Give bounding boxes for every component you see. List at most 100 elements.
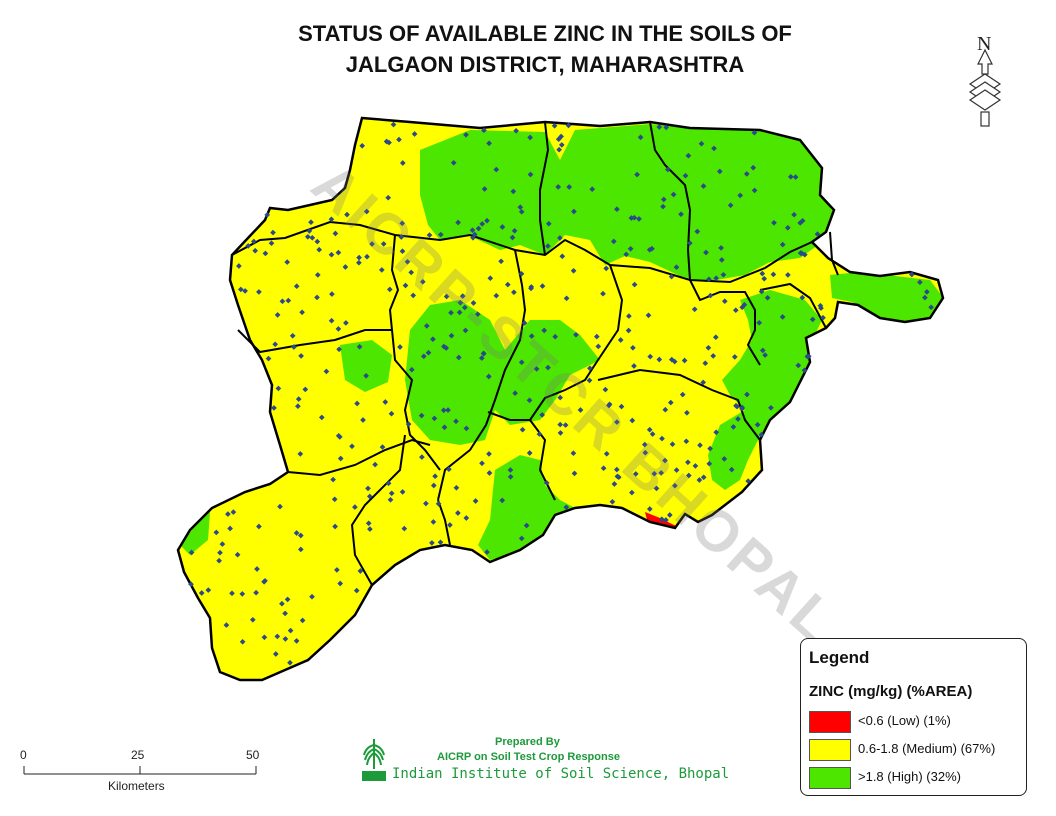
sample-point xyxy=(342,264,349,270)
sample-point xyxy=(299,309,305,316)
sample-point xyxy=(399,489,406,495)
sample-point xyxy=(691,306,698,313)
sample-point xyxy=(455,219,461,226)
sample-point xyxy=(737,192,744,199)
sample-point xyxy=(356,254,362,261)
sample-point xyxy=(512,390,518,397)
sample-point xyxy=(669,441,676,448)
sample-point xyxy=(557,421,564,428)
sample-point xyxy=(750,164,757,171)
legend-subtitle: ZINC (mg/kg) (%AREA) xyxy=(809,683,973,700)
sample-point xyxy=(304,233,311,240)
sample-point xyxy=(480,350,487,357)
sample-point xyxy=(265,355,272,362)
sample-point xyxy=(356,343,363,350)
sample-point xyxy=(336,346,342,353)
scale-tick-0: 0 xyxy=(20,748,27,762)
sample-point xyxy=(758,288,765,295)
sample-point xyxy=(410,292,417,299)
sample-point xyxy=(299,617,306,624)
sample-point xyxy=(761,275,768,282)
sample-point xyxy=(408,366,415,373)
sample-point xyxy=(557,235,563,241)
sample-point xyxy=(249,616,256,623)
sample-point xyxy=(629,417,636,424)
sample-point xyxy=(487,275,494,282)
legend-label-high: >1.8 (High) (32%) xyxy=(858,769,961,784)
sample-point xyxy=(600,465,607,472)
sample-point xyxy=(457,299,464,306)
sample-point xyxy=(666,512,673,518)
sample-point xyxy=(713,275,720,282)
sample-point xyxy=(634,171,640,178)
sample-point xyxy=(519,426,526,433)
sample-point xyxy=(521,320,528,326)
sample-point xyxy=(513,127,519,134)
sample-point xyxy=(551,122,558,129)
sample-point xyxy=(432,473,438,480)
sample-point xyxy=(271,405,277,411)
sample-point xyxy=(335,249,342,256)
sample-point xyxy=(337,580,344,587)
sample-point xyxy=(705,344,712,351)
sample-point xyxy=(367,526,373,532)
sample-point xyxy=(282,636,289,642)
sample-point xyxy=(309,593,315,600)
sample-point xyxy=(511,289,517,296)
sample-point xyxy=(658,516,665,523)
sample-point xyxy=(378,267,385,273)
map-title: STATUS OF AVAILABLE ZINC IN THE SOILS OF… xyxy=(180,18,910,80)
sample-point xyxy=(528,333,535,339)
sample-point xyxy=(517,204,524,211)
sample-point xyxy=(423,323,430,329)
sample-point xyxy=(472,498,479,504)
sample-point xyxy=(188,581,194,588)
sample-point xyxy=(285,297,292,304)
sample-point xyxy=(707,445,713,452)
sample-point xyxy=(818,305,824,311)
sample-point xyxy=(759,347,766,354)
sample-point xyxy=(331,496,338,503)
sample-point xyxy=(398,234,405,240)
sample-point xyxy=(698,140,705,147)
sample-point xyxy=(751,187,758,194)
credit-institute: Indian Institute of Soil Science, Bhopal xyxy=(392,766,730,782)
sample-point xyxy=(672,482,678,489)
sample-point xyxy=(499,224,506,230)
sample-point xyxy=(570,450,577,457)
sample-point xyxy=(441,343,447,350)
sample-point xyxy=(662,406,669,413)
sample-point xyxy=(603,450,610,457)
sample-point xyxy=(792,174,799,180)
sample-point xyxy=(700,183,707,189)
sample-point xyxy=(908,271,915,278)
sample-point xyxy=(448,309,454,316)
sample-point xyxy=(922,294,928,301)
sample-point xyxy=(445,407,451,413)
sample-point xyxy=(629,489,635,496)
sample-point xyxy=(402,282,409,289)
sample-point xyxy=(388,410,395,417)
sample-point xyxy=(188,549,195,556)
sample-point xyxy=(795,362,802,369)
sample-point xyxy=(756,319,763,326)
sample-point xyxy=(545,364,551,371)
sample-point xyxy=(660,196,667,203)
sample-point xyxy=(764,294,771,301)
sample-point xyxy=(328,317,335,324)
sample-point xyxy=(646,506,653,512)
sample-point xyxy=(626,313,632,319)
sample-point xyxy=(511,227,518,234)
sample-point xyxy=(611,481,618,487)
sample-point xyxy=(801,367,808,374)
sample-point xyxy=(493,166,500,173)
sample-point xyxy=(759,270,766,277)
sample-point xyxy=(425,349,432,356)
sample-point xyxy=(343,320,349,326)
sample-point xyxy=(334,567,340,573)
sample-point xyxy=(614,473,621,480)
sample-point xyxy=(728,466,735,473)
sample-point xyxy=(287,659,293,666)
scale-bar-line xyxy=(23,766,257,775)
